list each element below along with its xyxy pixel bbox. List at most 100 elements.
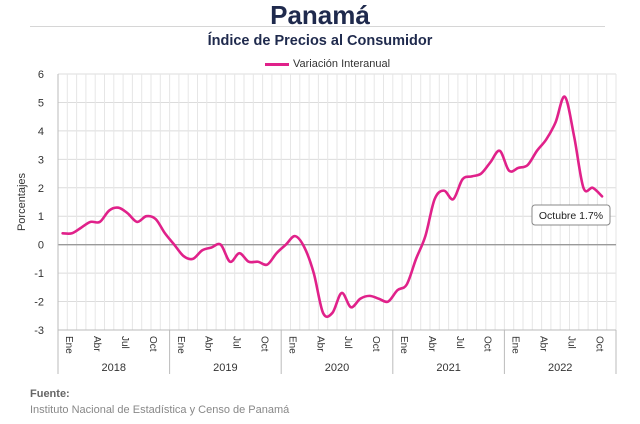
data-point (480, 172, 482, 174)
data-point (359, 298, 361, 300)
x-tick-label: Jul (565, 336, 576, 349)
data-point (387, 300, 389, 302)
x-tick-label: Ene (286, 336, 297, 354)
year-label: 2019 (213, 362, 237, 374)
data-point (461, 178, 463, 180)
data-point (499, 150, 501, 152)
data-point (266, 263, 268, 265)
data-point (526, 164, 528, 166)
x-tick-label: Jul (342, 336, 353, 349)
data-point (554, 121, 556, 123)
data-point (378, 298, 380, 300)
series-line-variacion-interanual (61, 95, 604, 319)
y-tick-label: 0 (38, 240, 44, 252)
data-point (285, 243, 287, 245)
source-label: Fuente: (30, 388, 70, 400)
data-point (154, 218, 156, 220)
data-point (145, 215, 147, 217)
data-point (238, 252, 240, 254)
data-point (331, 312, 333, 314)
data-point (415, 258, 417, 260)
x-tick-label: Jul (231, 336, 242, 349)
y-tick-label: 6 (38, 69, 44, 81)
y-tick-label: 1 (38, 211, 44, 223)
data-point (71, 232, 73, 234)
data-point (601, 195, 603, 197)
x-tick-label: Ene (175, 336, 186, 354)
data-point (424, 235, 426, 237)
data-point (201, 249, 203, 251)
year-label: 2021 (436, 362, 460, 374)
x-tick-label: Abr (426, 336, 437, 352)
data-point (313, 272, 315, 274)
data-point (452, 198, 454, 200)
x-tick-label: Ene (63, 336, 74, 354)
x-tick-label: Jul (454, 336, 465, 349)
year-label: 2022 (548, 362, 572, 374)
y-tick-label: 5 (38, 97, 44, 109)
data-point (489, 161, 491, 163)
x-tick-label: Ene (510, 336, 521, 354)
data-point (443, 189, 445, 191)
data-point (592, 187, 594, 189)
x-tick-label: Jul (119, 336, 130, 349)
data-point (136, 221, 138, 223)
data-point (164, 232, 166, 234)
data-point (257, 261, 259, 263)
data-point (517, 167, 519, 169)
data-point (275, 252, 277, 254)
data-point (396, 289, 398, 291)
data-point (406, 283, 408, 285)
data-point (182, 255, 184, 257)
data-point (192, 258, 194, 260)
x-tick-label: Abr (537, 336, 548, 352)
data-point (582, 187, 584, 189)
data-point (127, 212, 129, 214)
data-point (322, 312, 324, 314)
y-tick-label: -1 (34, 268, 44, 280)
data-point (294, 235, 296, 237)
data-point (173, 243, 175, 245)
data-point (340, 292, 342, 294)
data-point (303, 246, 305, 248)
data-point (108, 209, 110, 211)
x-tick-label: Abr (91, 336, 102, 352)
data-point (536, 150, 538, 152)
annotation-box (531, 204, 611, 226)
data-point (220, 243, 222, 245)
data-point (471, 175, 473, 177)
data-point (350, 306, 352, 308)
data-point (368, 295, 370, 297)
y-tick-label: -3 (34, 325, 44, 337)
source-text: Instituto Nacional de Estadística y Cens… (30, 404, 290, 416)
data-point (117, 206, 119, 208)
data-point (229, 261, 231, 263)
data-point (545, 138, 547, 140)
x-tick-label: Oct (482, 336, 493, 352)
data-point (210, 246, 212, 248)
y-tick-label: 2 (38, 183, 44, 195)
x-tick-label: Abr (314, 336, 325, 352)
y-tick-label: -2 (34, 297, 44, 309)
year-label: 2018 (102, 362, 126, 374)
title-divider (30, 26, 605, 27)
data-point (99, 221, 101, 223)
x-tick-label: Oct (593, 336, 604, 352)
y-axis-label: Porcentajes (16, 172, 28, 231)
data-point (508, 170, 510, 172)
annotation-label: Octubre 1.7% (539, 210, 603, 222)
page-title: Panamá (270, 0, 370, 30)
y-tick-label: 4 (38, 126, 44, 138)
data-point (247, 261, 249, 263)
legend-swatch (265, 62, 289, 66)
x-tick-label: Oct (147, 336, 158, 352)
x-tick-label: Oct (370, 336, 381, 352)
data-point (433, 198, 435, 200)
data-point (564, 96, 566, 98)
data-point (573, 135, 575, 137)
x-tick-label: Abr (203, 336, 214, 352)
year-label: 2020 (325, 362, 349, 374)
chart-subtitle: Índice de Precios al Consumidor (207, 33, 433, 49)
data-point (80, 226, 82, 228)
